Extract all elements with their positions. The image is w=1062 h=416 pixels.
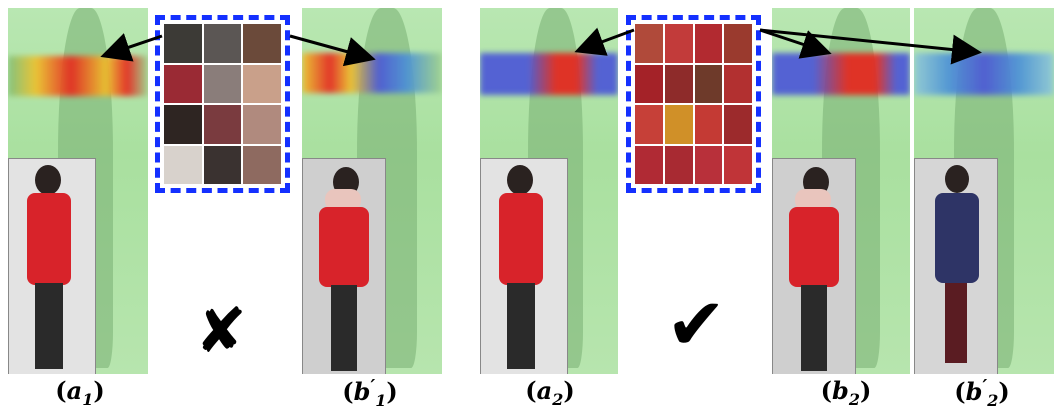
label-b2-prime: (b′2): [954, 376, 1010, 410]
right-patch-16: [724, 145, 752, 184]
person-legs-a1: [35, 283, 63, 369]
arrow-right-to-a2: [574, 27, 635, 56]
label-b2: (b2): [820, 376, 872, 409]
person-coat-b1-prime: [319, 207, 369, 287]
left-patch-12: [243, 145, 281, 184]
right-patch-10: [664, 105, 693, 144]
person-legs-b1-prime: [331, 285, 357, 371]
photo-b2: [772, 158, 856, 374]
person-head-a1: [35, 165, 61, 195]
left-patch-9: [243, 105, 281, 144]
left-patch-2: [203, 24, 242, 63]
label-a2-sub: 2: [552, 389, 564, 409]
person-legs-b2: [801, 285, 827, 371]
label-b1-prime-sub: 1: [375, 390, 387, 410]
left-patch-6: [243, 64, 281, 103]
right-patch-15: [694, 145, 723, 184]
right-patch-6: [664, 64, 693, 103]
label-a2: (a2): [525, 376, 575, 409]
right-patch-12: [724, 105, 752, 144]
person-head-b2-prime: [945, 165, 969, 193]
label-b2-prime-main: b: [965, 377, 983, 406]
person-head-a2: [507, 165, 533, 195]
photo-b2-prime: [914, 158, 998, 374]
arrow-right-to-b2-prime: [759, 28, 982, 65]
heatmap-b2-prime: [914, 8, 1054, 374]
patch-grid-left: [155, 15, 290, 193]
left-patch-1: [164, 24, 202, 63]
person-legs-b2-prime: [945, 283, 967, 363]
photo-a2: [480, 158, 568, 374]
right-patch-4: [724, 24, 752, 63]
photo-a1: [8, 158, 96, 374]
heatmap-b1-prime: [302, 8, 442, 374]
right-patch-5: [635, 64, 663, 103]
right-patch-7: [694, 64, 723, 103]
right-patch-11: [694, 105, 723, 144]
cross-mark: ✘: [195, 294, 247, 367]
left-patch-3: [243, 24, 281, 63]
right-patch-13: [635, 145, 663, 184]
attention-band-a2: [480, 53, 618, 95]
label-a1-sub: 1: [82, 389, 94, 409]
person-scarf-b2: [795, 189, 831, 211]
label-a1: (a1): [55, 376, 105, 409]
heatmap-a1: [8, 8, 148, 374]
right-patch-2: [664, 24, 693, 63]
check-mark: ✔: [666, 282, 727, 366]
person-coat-a1: [27, 193, 71, 285]
left-patch-8: [203, 105, 242, 144]
attention-band-a1: [8, 56, 148, 96]
left-patch-11: [203, 145, 242, 184]
right-patch-8: [724, 64, 752, 103]
photo-b1-prime: [302, 158, 386, 374]
left-patch-4: [164, 64, 202, 103]
label-b2-prime-prime: ′: [982, 376, 988, 397]
label-b2-prime-sub: 2: [987, 390, 999, 410]
right-patch-9: [635, 105, 663, 144]
patch-grid-right-cells: [635, 24, 752, 184]
right-patch-3: [694, 24, 723, 63]
attention-band-b2: [772, 53, 910, 95]
label-b2-main: b: [832, 376, 849, 405]
heatmap-a2: [480, 8, 618, 374]
label-b1-prime-prime: ′: [370, 376, 376, 397]
arrow-right-to-b2: [759, 28, 832, 59]
person-scarf-b1-prime: [325, 189, 361, 211]
attention-band-b2-prime: [914, 53, 1054, 95]
arrow-left-to-a1: [100, 33, 163, 62]
label-a2-main: a: [536, 376, 553, 405]
patch-grid-left-cells: [164, 24, 281, 184]
label-b2-sub: 2: [848, 389, 860, 409]
label-b1-prime: (b′1): [342, 376, 398, 410]
left-patch-10: [164, 145, 202, 184]
left-patch-5: [203, 64, 242, 103]
label-a1-main: a: [66, 376, 83, 405]
label-b1-prime-main: b: [353, 377, 371, 406]
person-legs-a2: [507, 283, 535, 369]
heatmap-b2: [772, 8, 910, 374]
arrow-left-to-b1-prime: [289, 34, 376, 67]
right-patch-1: [635, 24, 663, 63]
patch-grid-right: [626, 15, 761, 193]
left-patch-7: [164, 105, 202, 144]
right-patch-14: [664, 145, 693, 184]
person-coat-a2: [499, 193, 543, 285]
person-sweater-b2-prime: [935, 193, 979, 283]
person-coat-b2: [789, 207, 839, 287]
